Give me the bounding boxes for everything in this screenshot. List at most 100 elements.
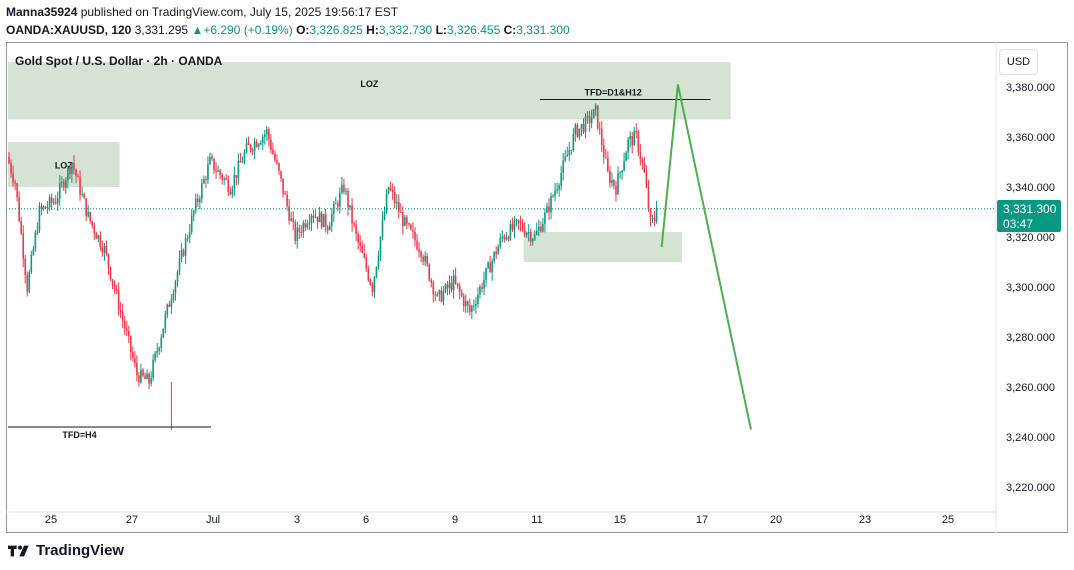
candle-body bbox=[233, 175, 236, 189]
candle-body bbox=[491, 260, 493, 273]
up-arrow-icon: ▲ bbox=[191, 23, 204, 37]
candle-body bbox=[369, 279, 372, 285]
candle-body bbox=[580, 124, 583, 129]
candle-body bbox=[515, 219, 518, 221]
candle-body bbox=[560, 172, 562, 186]
candle-body bbox=[357, 233, 359, 243]
candle-body bbox=[54, 201, 57, 204]
x-tick-label: 9 bbox=[452, 514, 458, 526]
candle-body bbox=[136, 362, 138, 376]
candle-body bbox=[633, 131, 636, 146]
open-label: O: bbox=[296, 23, 310, 37]
candle-body bbox=[16, 183, 18, 198]
candle-body bbox=[471, 306, 473, 312]
candle-body bbox=[379, 236, 382, 256]
candle-body bbox=[166, 304, 169, 315]
candle-body bbox=[485, 268, 487, 280]
candle-body bbox=[450, 282, 453, 291]
tradingview-logo[interactable]: TradingView bbox=[8, 542, 124, 559]
candle-body bbox=[479, 286, 481, 295]
last-price-tag: 3,331.300 03:47 bbox=[997, 200, 1061, 232]
candle-body bbox=[276, 160, 278, 164]
candle-body bbox=[130, 335, 132, 352]
candle-body bbox=[48, 197, 51, 208]
candle-body bbox=[487, 262, 489, 269]
candle-body bbox=[213, 158, 215, 171]
candle-body bbox=[306, 224, 309, 228]
candle-body bbox=[393, 192, 396, 204]
candle-body bbox=[146, 373, 148, 380]
candle-body bbox=[22, 233, 25, 259]
candle-body bbox=[40, 206, 43, 209]
candle-body bbox=[540, 226, 542, 232]
candle-body bbox=[247, 142, 250, 146]
candle-body bbox=[426, 255, 428, 265]
candle-body bbox=[209, 156, 211, 165]
candle-body bbox=[119, 309, 122, 313]
candle-body bbox=[241, 161, 244, 163]
candle-body bbox=[418, 249, 420, 252]
tradingview-icon bbox=[8, 545, 29, 556]
candle-body bbox=[111, 279, 114, 284]
candle-body bbox=[71, 162, 73, 175]
projection-path[interactable] bbox=[660, 84, 752, 430]
candle-body bbox=[296, 227, 299, 242]
candle-body bbox=[14, 182, 16, 184]
candle-body bbox=[79, 176, 81, 195]
candle-body bbox=[641, 159, 644, 164]
candle-body bbox=[572, 133, 575, 151]
candle-body bbox=[270, 139, 272, 150]
level-label: TFD=H4 bbox=[62, 430, 96, 440]
candle-body bbox=[85, 198, 87, 217]
y-tick-label: 3,320.000 bbox=[1006, 232, 1055, 244]
candle-body bbox=[531, 239, 534, 242]
candle-body bbox=[408, 223, 410, 225]
candle-body bbox=[613, 180, 615, 186]
y-tick-label: 3,300.000 bbox=[1006, 282, 1055, 294]
level-label: TFD=D1&H12 bbox=[584, 88, 641, 98]
candle-body bbox=[582, 124, 585, 133]
zone-label: LOZ bbox=[360, 79, 378, 89]
candle-body bbox=[503, 236, 506, 240]
low-value: 3,326.455 bbox=[446, 23, 501, 37]
candle-body bbox=[99, 235, 102, 248]
candle-body bbox=[65, 180, 67, 188]
x-tick-label: 17 bbox=[696, 514, 708, 526]
candle-body bbox=[343, 184, 345, 192]
x-tick-label: 25 bbox=[942, 514, 954, 526]
candle-body bbox=[199, 198, 201, 202]
candle-body bbox=[594, 105, 597, 110]
candle-body bbox=[645, 172, 648, 188]
candle-body bbox=[598, 128, 601, 130]
zone-rect[interactable] bbox=[523, 232, 682, 262]
candle-body bbox=[253, 142, 256, 151]
candle-body bbox=[527, 232, 530, 234]
price-chart[interactable]: LOZ LOZ 3,220.000 3,240.000 3,260.000 3,280.0… bbox=[6, 42, 1068, 533]
candle-body bbox=[525, 232, 528, 236]
candle-body bbox=[521, 223, 524, 230]
zone-rect[interactable] bbox=[8, 62, 731, 120]
candle-body bbox=[182, 250, 185, 256]
author-name[interactable]: Manna35924 bbox=[6, 5, 78, 19]
candle-body bbox=[546, 206, 548, 213]
candle-body bbox=[288, 205, 290, 221]
candle-body bbox=[337, 203, 339, 207]
candle-body bbox=[150, 377, 152, 384]
candle-body bbox=[77, 176, 79, 178]
candle-body bbox=[505, 237, 508, 240]
x-tick-label: 23 bbox=[859, 514, 871, 526]
candle-body bbox=[290, 218, 292, 221]
symbol-label[interactable]: OANDA:XAUUSD, 120 bbox=[6, 23, 132, 37]
candle-body bbox=[430, 280, 433, 283]
candle-body bbox=[434, 294, 437, 296]
candle-body bbox=[32, 248, 35, 255]
candle-body bbox=[328, 225, 331, 231]
candle-body bbox=[268, 129, 270, 140]
candle-body bbox=[625, 152, 627, 161]
candle-body bbox=[481, 286, 483, 289]
candle-body bbox=[38, 206, 41, 231]
currency-button[interactable]: USD bbox=[999, 49, 1038, 75]
candle-body bbox=[140, 369, 142, 383]
candle-body bbox=[600, 128, 603, 146]
candle-body bbox=[609, 170, 611, 183]
